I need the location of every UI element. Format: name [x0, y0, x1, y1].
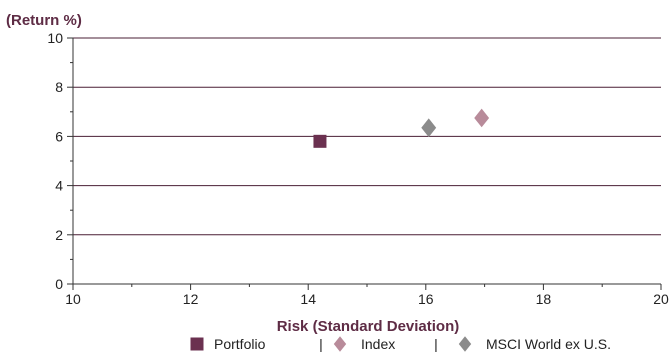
legend: Portfolio Index MSCI World ex U.S. | | — [190, 336, 611, 352]
y-tick-label: 10 — [47, 30, 63, 46]
point-index — [474, 108, 490, 128]
legend-label-portfolio: Portfolio — [214, 336, 266, 352]
y-tick-label: 2 — [55, 227, 63, 243]
y-axis-title: (Return %) — [6, 12, 82, 29]
legend-separator: | — [319, 336, 323, 352]
legend-marker-portfolio — [190, 337, 204, 351]
y-tick-label: 4 — [55, 178, 63, 194]
y-tick-label: 6 — [55, 128, 63, 144]
x-tick-label: 18 — [536, 291, 552, 307]
y-tick-label: 8 — [55, 79, 63, 95]
point-msci-world-ex-u-s — [421, 118, 437, 138]
grid — [73, 37, 661, 236]
x-tick-label: 10 — [65, 291, 81, 307]
x-tick-label: 12 — [183, 291, 199, 307]
x-tick-label: 20 — [653, 291, 669, 307]
legend-separator: | — [434, 336, 438, 352]
x-tick-label: 14 — [300, 291, 316, 307]
x-axis-title: Risk (Standard Deviation) — [277, 318, 460, 335]
y-tick-label: 0 — [55, 276, 63, 292]
legend-label-msci-world-ex-u-s: MSCI World ex U.S. — [486, 336, 611, 352]
legend-marker-msci-world-ex-u-s — [458, 336, 472, 352]
point-portfolio — [313, 134, 327, 148]
data-points — [313, 108, 490, 148]
legend-label-index: Index — [361, 336, 395, 352]
legend-marker-index — [333, 336, 347, 352]
tick-labels: 0 2 4 6 8 10 10 12 14 16 18 20 — [47, 30, 669, 307]
x-tick-label: 16 — [418, 291, 434, 307]
axes — [67, 37, 662, 290]
